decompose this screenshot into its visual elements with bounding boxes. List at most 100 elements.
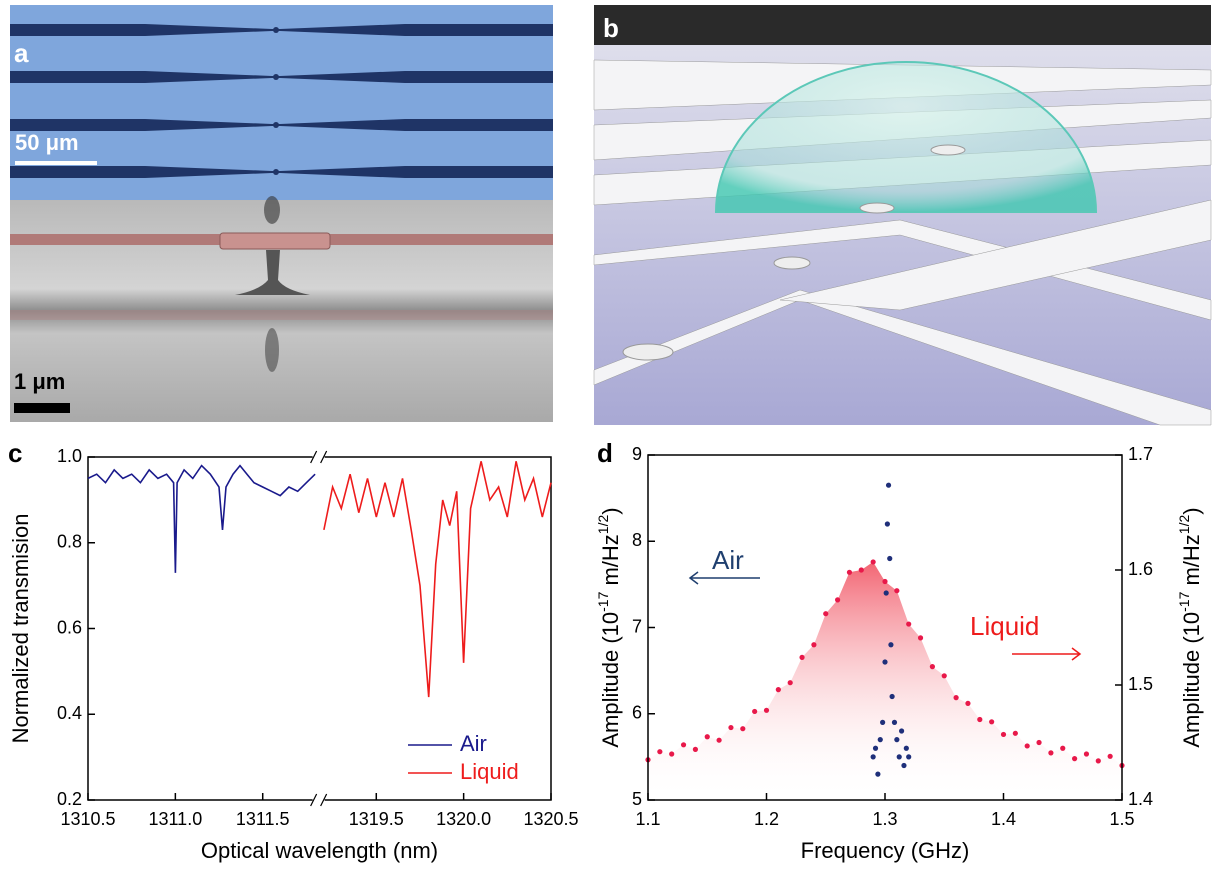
point	[889, 693, 895, 700]
point	[941, 673, 947, 679]
point	[858, 567, 864, 573]
point	[888, 642, 894, 648]
point	[1024, 743, 1030, 749]
legend-label: Air	[460, 731, 487, 756]
point	[1048, 750, 1054, 756]
point	[775, 687, 781, 693]
point	[903, 745, 909, 751]
point	[906, 754, 912, 760]
beam-shadow	[10, 310, 553, 320]
point	[891, 719, 898, 725]
axis-label-part: m/Hz	[598, 534, 623, 591]
x-tick-label: 1.5	[1109, 809, 1134, 829]
point	[884, 521, 890, 527]
point	[835, 597, 841, 603]
y-tick-label: 5	[632, 789, 642, 809]
axis-label-part: m/Hz	[1179, 534, 1204, 591]
scale-bar	[14, 403, 70, 413]
axis-label-part: )	[1179, 507, 1204, 514]
axis-label: Normalized transmision	[8, 514, 33, 744]
axis-break	[310, 793, 328, 807]
y2-tick-label: 1.6	[1128, 559, 1153, 579]
y2-tick-label: 1.7	[1128, 444, 1153, 464]
x-tick-label: 1320.5	[523, 809, 578, 829]
axis-label-part: -17	[595, 591, 611, 611]
line	[87, 464, 316, 573]
axis-label: Frequency (GHz)	[801, 838, 970, 863]
axis-label: Amplitude (10-17 m/Hz1/2)	[1176, 507, 1204, 747]
axis-label-part: 1/2	[595, 515, 611, 535]
point	[1060, 745, 1066, 751]
x-tick-label: 1310.5	[60, 809, 115, 829]
point	[669, 751, 675, 757]
axis-label: Optical wavelength (nm)	[201, 838, 438, 863]
panel-label: b	[603, 13, 619, 43]
point	[680, 742, 687, 748]
axis-label-part: 1/2	[1176, 515, 1192, 535]
point	[883, 590, 889, 596]
annotation-arrow	[688, 571, 760, 585]
point	[894, 737, 900, 743]
panel-b: b	[593, 5, 1212, 426]
y-tick-label: 0.4	[57, 703, 82, 723]
point	[965, 700, 971, 707]
x-tick-label: 1.3	[872, 809, 897, 829]
point	[953, 695, 959, 701]
point	[977, 716, 983, 723]
point	[799, 654, 805, 661]
axis-label-part: -17	[1176, 591, 1192, 611]
point	[692, 746, 699, 753]
beams	[10, 24, 553, 178]
y-tick-label: 0.8	[57, 532, 82, 552]
x-tick-label: 1.2	[754, 809, 779, 829]
point	[872, 745, 879, 751]
disk	[219, 232, 331, 250]
point	[740, 726, 746, 732]
x-tick-label: 1311.0	[148, 809, 202, 829]
point	[763, 707, 770, 713]
point	[898, 728, 905, 734]
x-tick-label: 1320.0	[436, 809, 491, 829]
point	[896, 754, 902, 760]
point	[728, 724, 734, 731]
point	[885, 482, 892, 488]
point	[1072, 756, 1078, 762]
point	[1095, 758, 1101, 764]
y-tick-label: 7	[632, 616, 642, 636]
point	[823, 611, 829, 617]
annotation: Air	[712, 545, 744, 575]
point	[1012, 730, 1018, 736]
panel-label: a	[14, 38, 29, 68]
point	[887, 555, 893, 562]
y2-tick-label: 1.5	[1128, 674, 1153, 694]
line	[323, 461, 552, 698]
point	[787, 680, 793, 686]
y-tick-label: 6	[632, 703, 642, 723]
point	[846, 569, 853, 575]
point	[716, 737, 722, 743]
point	[894, 588, 900, 594]
shadow	[264, 196, 280, 224]
scale-bar	[15, 161, 97, 165]
point	[1107, 753, 1113, 759]
x-tick-label: 1.4	[991, 809, 1016, 829]
y-tick-label: 9	[632, 444, 642, 464]
pillar	[235, 250, 310, 295]
axis-break	[310, 450, 328, 464]
shadow	[265, 328, 279, 372]
annotation-arrow	[1012, 647, 1082, 661]
x-tick-label: 1319.5	[349, 809, 404, 829]
area	[648, 561, 1122, 800]
x-tick-label: 1311.5	[236, 809, 290, 829]
panel-a: a 50 μm 1 μm	[10, 5, 553, 422]
point	[1083, 751, 1090, 757]
point	[882, 578, 888, 585]
legend-label: Liquid	[460, 759, 519, 784]
axis-break	[312, 453, 325, 461]
point	[811, 642, 817, 648]
point	[877, 737, 883, 743]
axis-break	[312, 796, 325, 804]
panel-label: c	[8, 438, 22, 468]
backdrop	[594, 5, 1211, 45]
point	[880, 719, 886, 725]
